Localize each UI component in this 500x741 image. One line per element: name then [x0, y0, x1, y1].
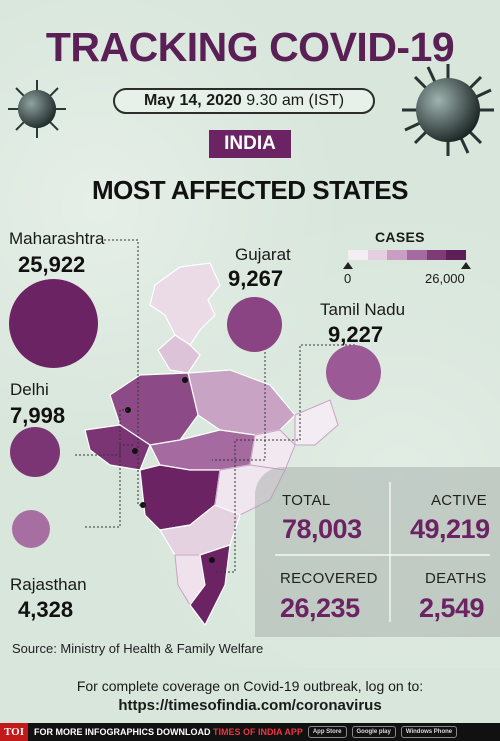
india-map [84, 262, 339, 627]
legend-swatch [446, 250, 467, 260]
stat-total-label: TOTAL [282, 492, 331, 509]
date-time: 9.30 am (IST) [241, 92, 345, 109]
stat-recovered-value: 26,235 [280, 593, 360, 623]
legend-swatch [348, 250, 368, 260]
footer [0, 668, 500, 726]
stat-deaths-label: DEATHS [425, 570, 487, 587]
state-name-maharashtra: Maharashtra [9, 229, 105, 248]
stat-deaths-value: 2,549 [419, 593, 485, 623]
date-badge: May 14, 2020 9.30 am (IST) [113, 88, 375, 114]
state-name-rajasthan: Rajasthan [10, 575, 87, 594]
stat-recovered-label: RECOVERED [280, 570, 378, 587]
coverage-link[interactable]: https://timesofindia.com/coronavirus [118, 697, 382, 714]
legend-swatch [367, 250, 388, 260]
legend-max-label: 26,000 [425, 271, 465, 286]
state-cases-tamil-nadu: 9,227 [328, 322, 384, 347]
coverage-text: For complete coverage on Covid-19 outbre… [76, 678, 424, 694]
state-cases-gujarat: 9,267 [228, 266, 284, 291]
section-subtitle: MOST AFFECTED STATES [92, 175, 408, 205]
bubble-tamil-nadu [326, 345, 381, 400]
google-play-badge[interactable]: Google play [351, 726, 396, 738]
country-tag: INDIA [209, 130, 291, 158]
legend-swatch [387, 250, 408, 260]
state-name-delhi: Delhi [10, 380, 49, 399]
page-title: TRACKING COVID-19 [45, 24, 455, 70]
windows-phone-badge[interactable]: Windows Phone [400, 726, 458, 738]
stat-active-label: ACTIVE [431, 492, 487, 509]
state-cases-rajasthan: 4,328 [18, 597, 74, 622]
bubble-rajasthan [12, 510, 50, 548]
promo-text: FOR MORE INFOGRAPHICS DOWNLOAD [33, 727, 213, 737]
legend-marker-min [343, 262, 353, 269]
legend-swatch [426, 250, 447, 260]
bottom-bar: TOI FOR MORE INFOGRAPHICS DOWNLOAD TIMES… [0, 723, 500, 741]
state-cases-delhi: 7,998 [10, 403, 66, 428]
stats-divider [275, 482, 490, 622]
bubble-delhi [10, 427, 60, 477]
virus-icon-left [8, 80, 66, 138]
download-promo: FOR MORE INFOGRAPHICS DOWNLOAD TIMES OF … [34, 727, 303, 737]
legend-marker-max [461, 262, 471, 269]
state-name-gujarat: Gujarat [235, 245, 291, 264]
legend-min-label: 0 [344, 271, 352, 286]
legend-title: CASES [375, 229, 425, 245]
date-bold: May 14, 2020 [143, 92, 242, 109]
stat-active-value: 49,219 [410, 514, 490, 544]
source-note: Source: Ministry of Health & Family Welf… [12, 641, 264, 656]
state-cases-maharashtra: 25,922 [18, 252, 86, 277]
bubble-gujarat [227, 297, 282, 352]
bubble-maharashtra [9, 279, 98, 368]
stats-panel [255, 467, 500, 637]
virus-icon-right [402, 64, 494, 156]
app-store-badge[interactable]: App Store [307, 726, 347, 738]
promo-app-name: TIMES OF INDIA APP [212, 727, 303, 737]
toi-logo[interactable]: TOI [0, 723, 28, 741]
legend-gradient [348, 250, 467, 260]
stat-total-value: 78,003 [282, 514, 362, 544]
state-name-tamil-nadu: Tamil Nadu [320, 300, 406, 319]
legend-swatch [407, 250, 427, 260]
